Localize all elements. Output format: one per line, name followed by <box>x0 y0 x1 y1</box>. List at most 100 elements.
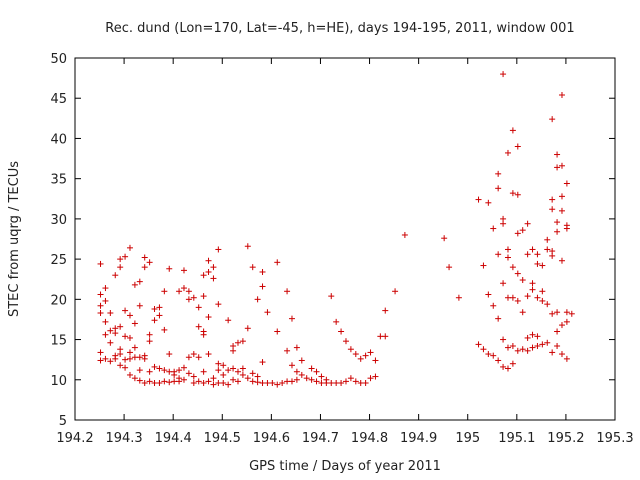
data-point <box>372 373 379 380</box>
data-point <box>475 196 482 203</box>
data-point <box>102 297 109 304</box>
data-point <box>362 379 369 386</box>
x-axis-label: GPS time / Days of year 2011 <box>249 459 441 474</box>
data-point <box>554 219 561 226</box>
data-point <box>190 351 197 358</box>
data-point <box>338 328 345 335</box>
data-point <box>112 355 119 362</box>
data-point <box>284 347 291 354</box>
x-tick-label: 195 <box>455 431 480 446</box>
data-point <box>529 344 536 351</box>
data-point <box>490 302 497 309</box>
data-point <box>558 207 565 214</box>
data-point <box>117 362 124 369</box>
data-point <box>500 336 507 343</box>
x-tick-label: 194.7 <box>302 431 339 446</box>
data-point <box>180 376 187 383</box>
data-point <box>534 260 541 267</box>
data-point <box>544 236 551 243</box>
y-axis: 5 10 15 20 25 30 35 40 45 50 <box>50 52 615 429</box>
data-point <box>338 379 345 386</box>
x-tick-label: 194.9 <box>400 431 437 446</box>
data-point <box>126 355 133 362</box>
data-point <box>151 317 158 324</box>
data-point <box>210 264 217 271</box>
data-point <box>166 379 173 386</box>
data-point <box>352 378 359 385</box>
data-point <box>117 264 124 271</box>
data-point <box>195 378 202 385</box>
data-point <box>234 378 241 385</box>
y-tick-label: 45 <box>50 92 67 107</box>
data-point <box>495 251 502 258</box>
data-point <box>166 265 173 272</box>
data-point <box>249 264 256 271</box>
data-point <box>200 272 207 279</box>
data-point <box>97 260 104 267</box>
data-point <box>514 347 521 354</box>
data-point <box>185 288 192 295</box>
data-point <box>225 381 232 388</box>
data-point <box>539 262 546 269</box>
data-point <box>180 267 187 274</box>
data-point <box>122 364 129 371</box>
data-point <box>544 301 551 308</box>
data-point <box>509 127 516 134</box>
data-point <box>126 334 133 341</box>
data-point <box>200 368 207 375</box>
data-point <box>161 378 168 385</box>
data-point <box>554 151 561 158</box>
data-point <box>259 359 266 366</box>
data-point <box>185 354 192 361</box>
data-point <box>195 354 202 361</box>
data-point <box>136 354 143 361</box>
data-point <box>274 328 281 335</box>
data-point <box>504 365 511 372</box>
data-point <box>131 281 138 288</box>
y-tick-label: 5 <box>59 414 67 429</box>
data-point <box>392 288 399 295</box>
data-point <box>146 378 153 385</box>
data-point <box>230 347 237 354</box>
data-point <box>141 355 148 362</box>
data-point <box>234 368 241 375</box>
data-point <box>347 346 354 353</box>
data-point <box>205 378 212 385</box>
data-point <box>554 328 561 335</box>
data-point <box>210 375 217 382</box>
x-tick-label: 195.1 <box>498 431 535 446</box>
data-point <box>401 231 408 238</box>
data-point <box>500 220 507 227</box>
data-point <box>563 318 570 325</box>
data-point <box>303 375 310 382</box>
data-point <box>122 307 129 314</box>
data-point <box>215 246 222 253</box>
data-point <box>534 333 541 340</box>
data-point <box>244 243 251 250</box>
y-tick-label: 50 <box>50 52 67 67</box>
plot-frame <box>74 57 616 421</box>
data-point <box>126 349 133 356</box>
data-point <box>563 225 570 232</box>
data-point <box>254 373 261 380</box>
chart-title: Rec. dund (Lon=170, Lat=-45, h=HE), days… <box>105 21 574 36</box>
data-point <box>205 351 212 358</box>
data-point <box>382 307 389 314</box>
data-point <box>269 379 276 386</box>
data-point <box>225 367 232 374</box>
data-point <box>126 244 133 251</box>
data-point <box>210 381 217 388</box>
data-point <box>480 346 487 353</box>
data-point <box>554 309 561 316</box>
data-point <box>112 330 119 337</box>
x-tick-label: 194.5 <box>204 431 241 446</box>
data-point <box>185 370 192 377</box>
data-point <box>298 357 305 364</box>
data-point <box>524 347 531 354</box>
data-point <box>122 333 129 340</box>
data-point <box>539 297 546 304</box>
data-point <box>279 379 286 386</box>
data-point <box>500 363 507 370</box>
x-tick-label: 194.4 <box>155 431 192 446</box>
data-point <box>534 294 541 301</box>
